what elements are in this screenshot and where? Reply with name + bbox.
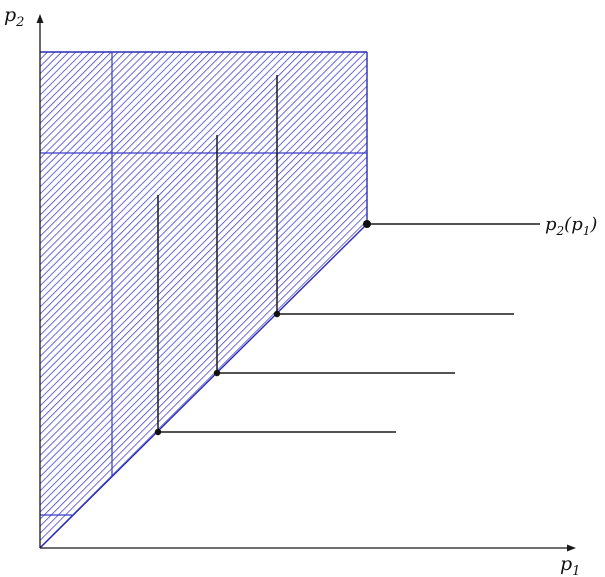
kink-point-1 [154, 428, 162, 436]
hatched-region [40, 52, 367, 548]
x-axis-label: p1 [560, 553, 580, 577]
curve-p2-of-p1 [363, 220, 540, 228]
curve-3 [273, 75, 514, 318]
kink-point-2 [213, 369, 221, 377]
curve-2 [213, 135, 455, 377]
region-diagonal-edge [39, 223, 368, 549]
y-axis-label: p2 [4, 4, 24, 30]
x-axis-arrow-icon [567, 544, 576, 552]
kink-point-4 [363, 220, 371, 228]
curve-label: p2(p1) [545, 214, 597, 238]
y-axis-arrow-icon [36, 14, 44, 23]
kink-point-3 [273, 310, 281, 318]
curve-1 [154, 195, 396, 436]
